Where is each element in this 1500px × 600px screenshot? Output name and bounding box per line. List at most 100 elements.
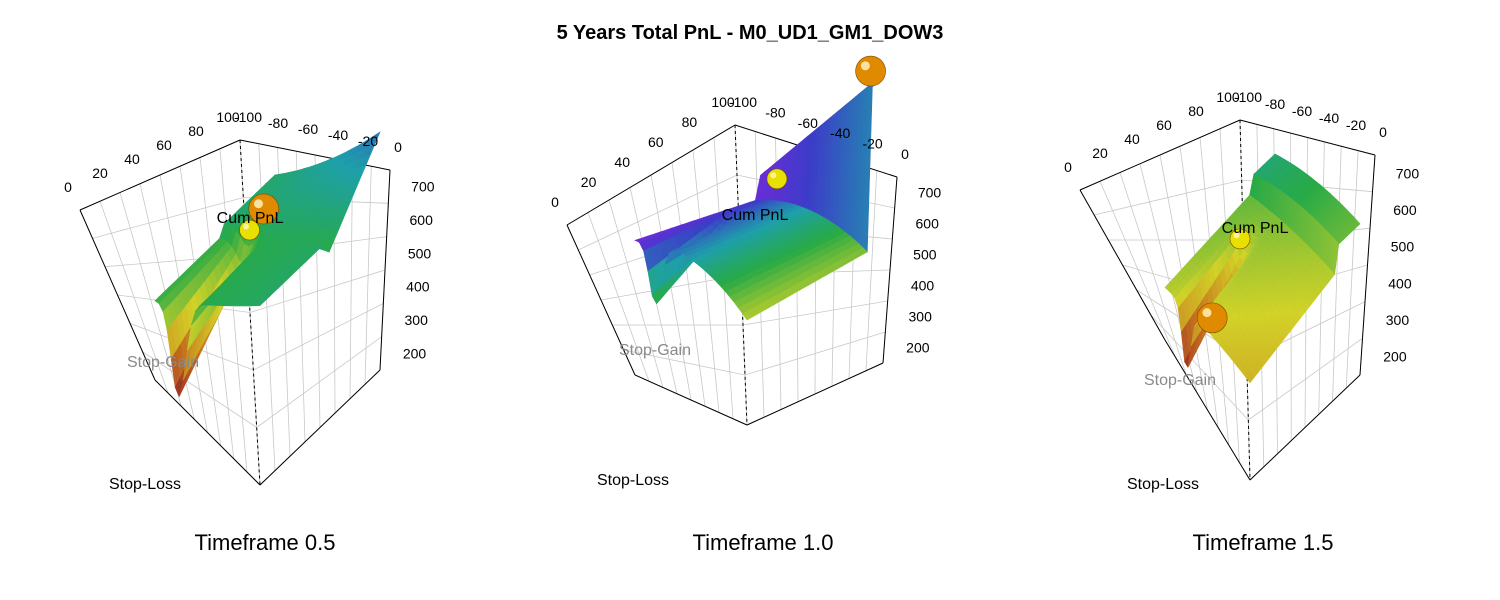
stop-gain-tick: 40 (124, 151, 140, 167)
pnl-tick: 500 (913, 247, 937, 263)
axis-edge (1249, 374, 1361, 481)
axis-edge (379, 169, 391, 371)
stop-loss-tick: -20 (1346, 117, 1366, 133)
pnl-tick: 700 (411, 179, 435, 195)
axis-edge (1079, 119, 1241, 191)
axis-edge (746, 362, 884, 426)
stop-gain-tick: 80 (188, 123, 204, 139)
cum-pnl-axis-label: Cum PnL (722, 207, 789, 224)
stop-loss-tick: -100 (1234, 89, 1262, 105)
pnl-tick: 300 (909, 309, 933, 325)
pnl-tick: 700 (918, 185, 942, 201)
axis-edge (1164, 339, 1251, 481)
grid-line (623, 331, 886, 376)
surface (634, 77, 884, 321)
stop-gain-axis-label: Stop-Gain (127, 354, 199, 371)
sphere-highlight (254, 199, 263, 209)
surface-facet (255, 300, 266, 307)
stop-loss-tick: -80 (1265, 96, 1285, 112)
pnl-tick: 200 (403, 345, 427, 361)
axis-edge (566, 224, 636, 376)
axis-edge (1239, 119, 1376, 156)
stop-gain-tick: 0 (1064, 159, 1072, 175)
stop-gain-tick: 40 (1124, 131, 1140, 147)
alt-pnl-point[interactable] (766, 168, 788, 190)
pnl-tick: 200 (1383, 349, 1407, 365)
stop-loss-tick: -60 (298, 121, 318, 137)
surface-plot-timeframe-1-0[interactable]: 0 20 40 60 80 100-100 -80 -60 -40 -20 0 200 300 400 50… (515, 55, 1015, 505)
pnl-tick: 600 (1393, 202, 1417, 218)
caption-timeframe-0-5: Timeframe 0.5 (194, 530, 336, 555)
stop-loss-tick: -60 (798, 115, 818, 131)
stop-loss-tick: -40 (328, 127, 348, 143)
pnl-tick: 700 (1396, 165, 1420, 181)
stop-gain-axis-label: Stop-Gain (619, 342, 691, 359)
stop-loss-tick: 0 (1379, 124, 1387, 140)
cum-pnl-axis-label: Cum PnL (1222, 220, 1289, 237)
tick-labels: 0 20 40 60 80 100-100 -80 -60 -40 -20 0 200 300 400 50… (551, 94, 941, 356)
axis-edge (634, 374, 748, 426)
stop-gain-tick: 100 (711, 94, 735, 110)
surface-plot-timeframe-0-5[interactable]: 0 20 40 60 80 100-100 -80 -60 -40 -20 0 200 300 400 50… (25, 85, 525, 505)
axis-edge (79, 139, 241, 211)
pnl-tick: 400 (406, 279, 430, 295)
stop-gain-tick: 60 (156, 137, 172, 153)
pnl-tick: 500 (1391, 239, 1415, 255)
axis-edge (1079, 189, 1166, 341)
surface-plot-timeframe-1-5[interactable]: 0 20 40 60 80 100-100 -80 -60 -40 -20 0 200 300 400 50… (1015, 85, 1500, 505)
sphere-highlight (1202, 308, 1212, 318)
stop-loss-tick: -60 (1292, 103, 1312, 119)
sphere-highlight (1233, 232, 1240, 239)
stop-loss-tick: -80 (268, 115, 288, 131)
cum-pnl-axis-label: Cum PnL (217, 210, 284, 227)
stop-gain-tick: 80 (682, 114, 698, 130)
stop-gain-tick: 20 (581, 174, 597, 190)
pnl-tick: 600 (916, 216, 940, 232)
stop-gain-tick: 60 (648, 134, 664, 150)
max-pnl-point[interactable] (1196, 302, 1228, 334)
stop-gain-tick: 60 (1156, 117, 1172, 133)
surface (154, 131, 381, 398)
stop-gain-tick: 0 (64, 179, 72, 195)
axis-edge (566, 124, 736, 226)
pnl-tick: 200 (906, 340, 930, 356)
stop-loss-axis-label: Stop-Loss (597, 472, 669, 489)
caption-timeframe-1-5: Timeframe 1.5 (1192, 530, 1334, 555)
tick-labels: 0 20 40 60 80 100-100 -80 -60 -40 -20 0 200 300 400 50… (64, 109, 435, 361)
max-pnl-point[interactable] (855, 55, 886, 87)
sphere-highlight (770, 172, 777, 179)
page-title: 5 Years Total PnL - M0_UD1_GM1_DOW3 (556, 22, 944, 44)
stop-loss-tick: -100 (729, 94, 757, 110)
stop-loss-tick: -40 (830, 125, 850, 141)
stop-loss-tick: 0 (901, 146, 909, 162)
axis-edge (882, 176, 898, 364)
axis-edge (259, 369, 381, 486)
stop-loss-tick: -40 (1319, 110, 1339, 126)
pnl-tick: 300 (1386, 312, 1410, 328)
axis-edge (154, 379, 261, 486)
marker-spheres (239, 193, 280, 241)
stop-gain-tick: 40 (614, 154, 630, 170)
stop-gain-tick: 20 (92, 165, 108, 181)
caption-timeframe-1-0: Timeframe 1.0 (692, 530, 834, 555)
stop-gain-axis-label: Stop-Gain (1144, 372, 1216, 389)
stop-gain-tick: 100 (1216, 89, 1240, 105)
stop-gain-tick: 20 (1092, 145, 1108, 161)
pnl-tick: 300 (405, 312, 429, 328)
surface-facet (742, 310, 753, 321)
stop-loss-tick: -20 (358, 133, 378, 149)
surface (1164, 153, 1361, 384)
stop-loss-tick: 0 (394, 139, 402, 155)
stop-gain-tick: 0 (551, 194, 559, 210)
pnl-tick: 500 (408, 245, 432, 261)
pnl-tick: 400 (1388, 275, 1412, 291)
sphere-highlight (860, 61, 870, 71)
stop-gain-tick: 100 (216, 109, 240, 125)
marker-spheres (1196, 228, 1251, 334)
stop-loss-tick: -80 (765, 104, 785, 120)
pnl-tick: 400 (911, 278, 935, 294)
stop-loss-tick: -20 (862, 136, 882, 152)
stop-loss-tick: -100 (234, 109, 262, 125)
surface-facet (1246, 372, 1255, 384)
